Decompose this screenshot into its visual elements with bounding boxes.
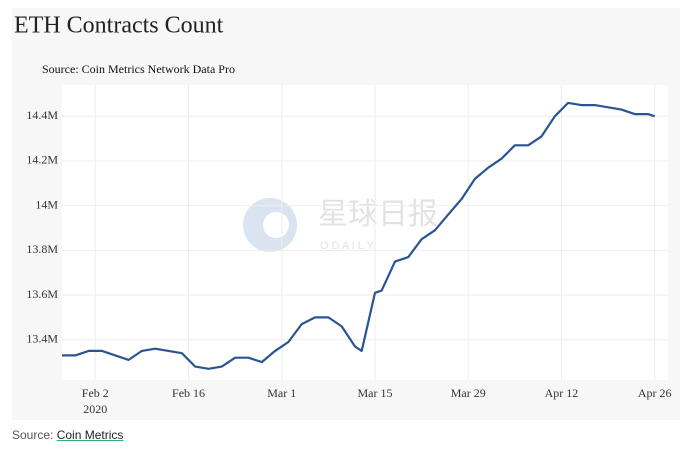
y-tick-label: 14.4M <box>26 108 58 122</box>
watermark-text: 星球日报 <box>318 198 438 231</box>
x-tick-label: Feb 16 <box>172 386 205 400</box>
footer-prefix: Source: <box>12 428 54 442</box>
x-tick-label: Feb 2 <box>82 386 109 400</box>
data-line <box>62 101 656 370</box>
y-tick-label: 13.4M <box>26 332 58 346</box>
chart: ETH Contracts Count Source: Coin Metrics… <box>14 12 672 416</box>
x-tick-label: Apr 12 <box>545 386 579 400</box>
y-tick-label: 13.8M <box>26 242 58 256</box>
x-tick-label: Mar 1 <box>267 386 296 400</box>
y-tick-label: 14.2M <box>26 153 58 167</box>
x-tick-label: Apr 26 <box>638 386 672 400</box>
x-tick-label: Mar 15 <box>357 386 392 400</box>
y-tick-label: 14M <box>35 197 58 211</box>
x-tick-label: Mar 29 <box>451 386 486 400</box>
x-year-label: 2020 <box>83 402 107 416</box>
watermark-logo <box>243 198 297 252</box>
y-tick-label: 13.6M <box>26 287 58 301</box>
watermark: 星球日报 O D A I L Y <box>243 198 438 252</box>
footer-link[interactable]: Coin Metrics <box>56 428 124 442</box>
watermark-subtext: O D A I L Y <box>320 240 374 252</box>
watermark-logo-hole <box>263 212 289 238</box>
plot-area <box>62 85 668 380</box>
footer: Source: Coin Metrics <box>12 428 123 442</box>
chart-title: ETH Contracts Count <box>14 13 224 39</box>
chart-subtitle: Source: Coin Metrics Network Data Pro <box>42 62 235 76</box>
